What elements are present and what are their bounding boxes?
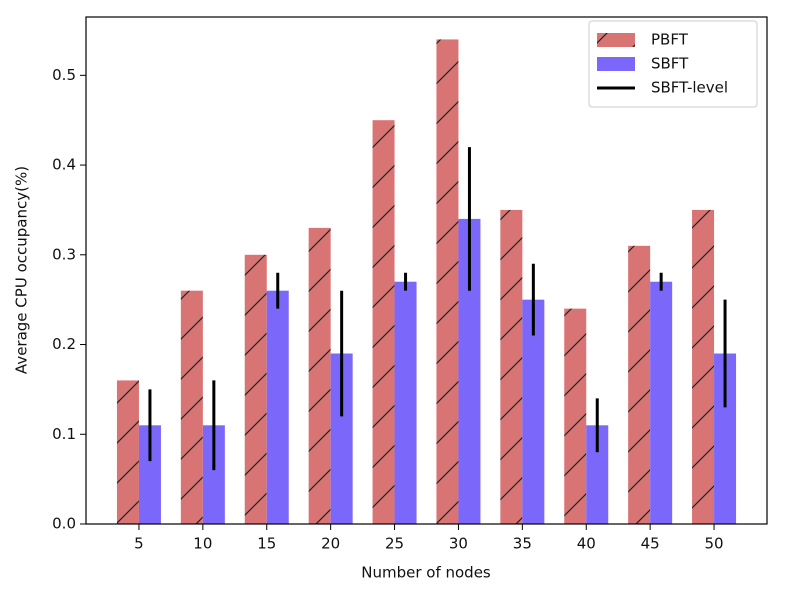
bar	[180, 290, 203, 524]
x-tick-label: 25	[385, 535, 404, 553]
bar	[308, 227, 331, 524]
y-tick-label: 0.3	[52, 245, 76, 263]
bar	[372, 120, 395, 524]
bar	[458, 218, 481, 524]
x-tick-label: 50	[705, 535, 724, 553]
y-tick-label: 0.2	[52, 335, 76, 353]
y-tick-label: 0.5	[52, 66, 76, 84]
legend-swatch	[597, 33, 635, 47]
bar	[692, 209, 715, 524]
bar	[116, 380, 139, 524]
x-tick-label: 45	[641, 535, 660, 553]
bar	[564, 308, 587, 524]
bar	[522, 299, 545, 524]
bar	[330, 353, 353, 524]
bar	[500, 209, 523, 524]
legend-swatch	[597, 57, 635, 71]
bar	[202, 425, 225, 524]
bar	[650, 281, 673, 524]
bar	[266, 290, 289, 524]
legend-label: SBFT	[651, 55, 689, 73]
x-tick-label: 5	[134, 535, 144, 553]
legend-label: PBFT	[651, 31, 689, 49]
x-tick-label: 40	[577, 535, 596, 553]
bar	[436, 39, 459, 525]
y-tick-label: 0.0	[52, 515, 76, 533]
x-tick-label: 15	[257, 535, 276, 553]
y-tick-label: 0.1	[52, 425, 76, 443]
y-tick-label: 0.4	[52, 156, 76, 174]
bar	[138, 425, 161, 524]
bar	[628, 245, 651, 525]
x-tick-label: 30	[449, 535, 468, 553]
x-tick-label: 10	[193, 535, 212, 553]
bar	[394, 281, 417, 524]
x-tick-label: 20	[321, 535, 340, 553]
legend-label: SBFT-level	[651, 79, 728, 97]
bar	[586, 425, 609, 524]
bar	[714, 353, 737, 524]
x-axis-label: Number of nodes	[361, 564, 491, 582]
plot-frame	[85, 16, 768, 525]
x-tick-label: 35	[513, 535, 532, 553]
bar	[244, 254, 267, 525]
y-axis-label: Average CPU occupancy(%)	[13, 166, 31, 374]
